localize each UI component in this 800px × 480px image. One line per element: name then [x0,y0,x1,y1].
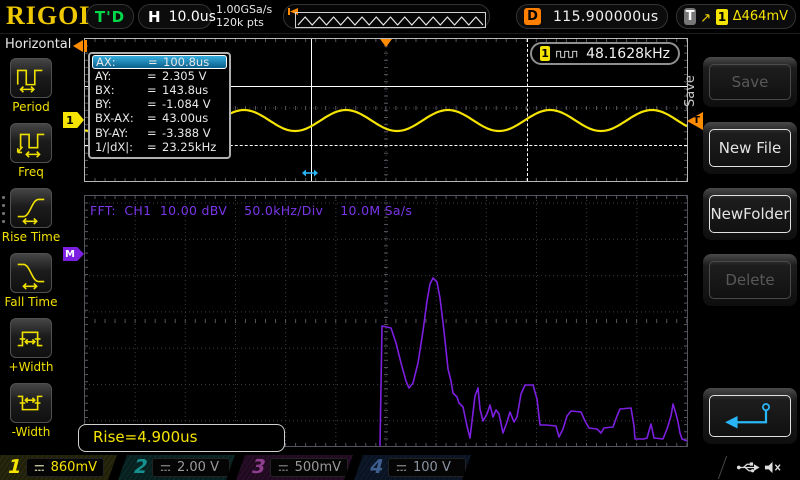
cursor-row-ax: AX: = 100.8us [92,55,227,70]
new-file-button[interactable]: New File [703,122,797,174]
acquisition-info: 1.00GSa/s 120k pts [216,3,272,29]
memory-waveform-preview[interactable] [283,4,490,29]
return-arrow-icon [725,403,770,429]
cursor-row-by: BY: = -1.084 V [95,97,211,112]
dc-coupling-icon [160,464,171,471]
trigger-level-value: Δ464mV [732,9,788,24]
usb-icon [736,462,760,473]
page-dot [2,204,5,207]
trigger-status-text: T'D [94,7,126,26]
rise-time-icon [17,198,45,225]
menu-item-neg-width[interactable]: -Width [0,383,62,439]
top-status-bar: RIGOL T'D H 10.0us 1.00GSa/s 120k pts D … [0,0,800,34]
rigol-logo: RIGOL [6,1,98,30]
square-wave-icon [556,50,578,58]
menu-item-pos-width[interactable]: +Width [0,318,62,374]
h-label: H [148,7,161,26]
trigger-label: T [684,8,697,25]
cursor-measurement-box: AX: = 100.8us AY: = 2.305 V BX: = 143.8us BY: =… [88,52,231,159]
fft-settings-label: FFT: CH1 10.00 dBV 50.0kHz/Div 10.0M Sa/… [90,203,413,218]
delay-icon: D [524,8,541,25]
left-menu-title: Horizontal [5,37,72,52]
cursor-row-byay: BY-AY: = -3.388 V [95,125,211,140]
dc-coupling-icon [34,464,44,471]
delay-badge[interactable]: D 115.900000us [516,4,668,29]
cursor-ax-line[interactable] [311,39,312,181]
fall-time-icon [17,263,45,290]
page-dot [2,220,5,223]
cursor-ay-line[interactable] [85,86,687,87]
timebase-value: 10.0us [168,8,216,25]
delay-value: 115.900000us [553,8,659,25]
menu-item-fall-time[interactable]: Fall Time [0,253,62,309]
horizontal-timebase-badge[interactable]: H 10.0us [138,4,216,29]
cursor-row-bx: BX: = 143.8us [95,83,209,98]
channel-status-bar: 1 860mV 2 2.00 V 3 500mV 4 100 V [0,455,800,480]
channel-2-status[interactable]: 2 2.00 V [118,455,235,480]
back-button[interactable] [703,388,797,444]
trigger-source-badge: 1 [716,8,728,25]
menu-item-rise-time[interactable]: Rise Time [0,188,62,244]
minus-width-icon [17,395,43,411]
channel-4-status[interactable]: 4 100 V [354,455,471,480]
preview-position-icon [288,8,298,15]
preview-view-region [295,12,486,28]
horizontal-ref-icon [73,40,87,52]
period-icon [16,69,43,93]
dc-coupling-icon [278,464,288,471]
cursor-bx-line[interactable] [527,39,528,181]
memory-depth: 120k pts [216,16,264,29]
fft-trace [379,277,687,446]
delete-button[interactable]: Delete [703,254,797,306]
trigger-position-marker[interactable] [380,39,392,47]
trigger-badge[interactable]: T 1 Δ464mV [676,4,796,29]
fft-graticule [85,196,687,446]
frequency-counter: 1 48.1628kHz [530,42,680,65]
counter-value: 48.1628kHz [586,45,670,62]
menu-item-period[interactable]: Period [0,58,62,114]
sample-rate: 1.00GSa/s [216,3,273,16]
cursor-row-ay: AY: = 2.305 V [95,69,207,84]
trigger-level-marker[interactable]: T [687,112,703,130]
speaker-muted-icon [764,461,781,474]
cursor-move-icon[interactable] [302,167,318,179]
trigger-status-badge: T'D [86,4,134,29]
measurement-message-box: Rise=4.900us [78,424,285,452]
cursor-by-line[interactable] [85,145,687,146]
math-channel-marker[interactable]: M [63,247,84,261]
page-dot [2,212,5,215]
rising-slope-icon [702,13,710,22]
rise-time-message: Rise=4.900us [93,428,198,446]
channel-1-status[interactable]: 1 860mV [0,455,117,480]
preview-waveform [297,16,484,26]
menu-item-freq[interactable]: Freq [0,123,62,179]
save-button[interactable]: Save [703,57,797,107]
freq-icon [16,133,45,158]
fft-window [84,195,688,447]
plus-width-icon [17,331,43,347]
cursor-row-bxax: BX-AX: = 43.00us [95,111,209,126]
ch1-level-marker[interactable]: 1 [63,112,84,128]
channel-3-status[interactable]: 3 500mV [236,455,353,480]
dc-coupling-icon [396,464,407,471]
cursor-row-invdx: 1/|dX|: = 23.25kHz [95,139,217,154]
new-folder-button[interactable]: NewFolder [703,188,797,240]
counter-source-badge: 1 [540,46,551,61]
page-dot [2,196,5,199]
